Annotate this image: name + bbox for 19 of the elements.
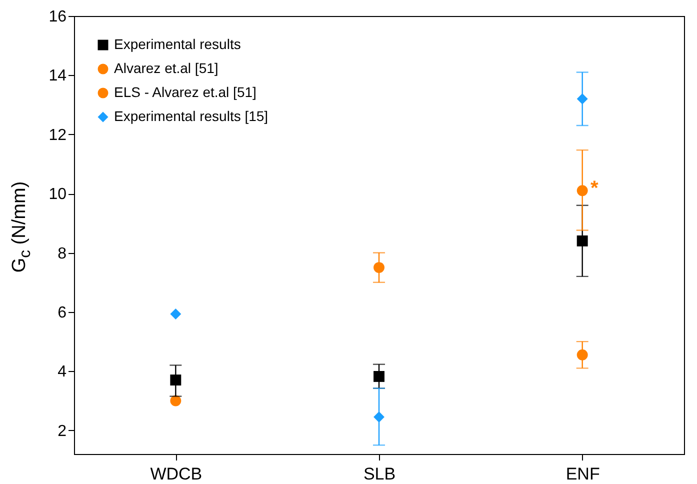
x-tick-label: SLB	[363, 464, 396, 484]
legend-label: Experimental results	[114, 36, 241, 52]
point	[170, 308, 182, 320]
x-tick-label: ENF	[566, 464, 600, 484]
legend-label: ELS - Alvarez et.al [51]	[114, 84, 256, 100]
y-tick-label: 8	[58, 245, 67, 262]
y-tick-label: 10	[48, 186, 67, 204]
y-tick-label: 12	[48, 126, 67, 144]
y-tick-label: 4	[58, 364, 67, 381]
point	[374, 370, 384, 382]
y-tick-label: 6	[58, 304, 67, 322]
y-tick-label: 16	[48, 8, 67, 26]
y-tick-label: 14	[48, 68, 67, 85]
annotation: *	[590, 178, 598, 200]
x-tick-label: WDCB	[150, 464, 202, 484]
legend-label: Experimental results [15]	[114, 108, 268, 124]
y-tick-label: 2	[58, 422, 67, 440]
legend-label: Alvarez et.al [51]	[114, 60, 218, 76]
point	[170, 395, 182, 406]
